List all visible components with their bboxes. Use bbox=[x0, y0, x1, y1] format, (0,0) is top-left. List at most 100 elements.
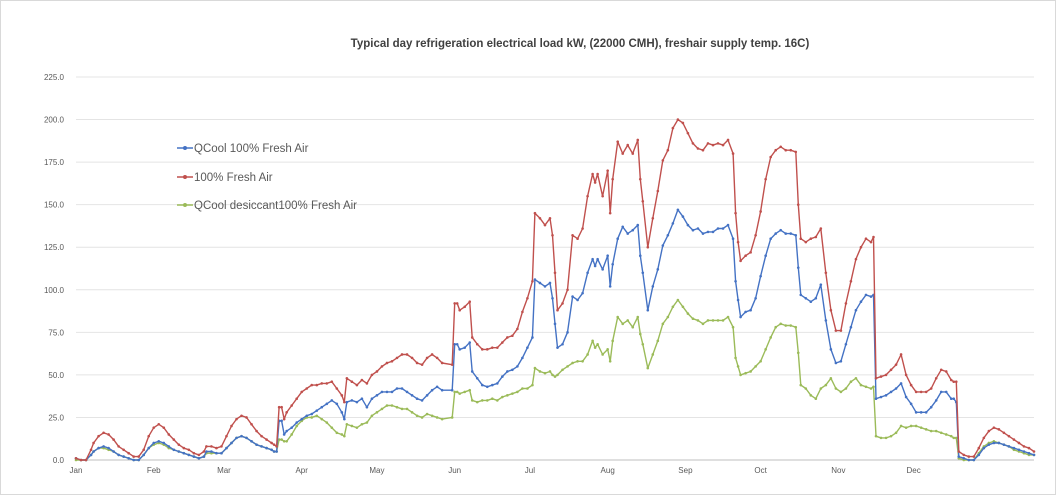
data-point bbox=[210, 450, 213, 453]
data-point bbox=[949, 378, 953, 382]
data-point bbox=[716, 319, 720, 322]
data-point bbox=[265, 438, 268, 441]
legend-label: QCool desiccant100% Fresh Air bbox=[194, 200, 357, 212]
data-point bbox=[566, 331, 569, 334]
data-point bbox=[872, 385, 875, 389]
data-point bbox=[962, 453, 966, 457]
data-point bbox=[894, 431, 898, 435]
data-point bbox=[769, 336, 772, 339]
data-point bbox=[548, 370, 552, 373]
data-point bbox=[285, 411, 288, 414]
data-point bbox=[744, 371, 747, 375]
data-point bbox=[889, 390, 893, 394]
data-point bbox=[325, 402, 329, 406]
data-point bbox=[152, 426, 156, 429]
data-point bbox=[859, 300, 863, 303]
data-point bbox=[1032, 453, 1036, 457]
data-point bbox=[646, 245, 650, 249]
data-point bbox=[949, 397, 953, 401]
data-point bbox=[97, 434, 100, 438]
data-point bbox=[167, 445, 171, 448]
data-point bbox=[282, 439, 286, 443]
data-point bbox=[957, 455, 961, 458]
data-point bbox=[491, 397, 494, 401]
data-point bbox=[543, 223, 547, 227]
data-point bbox=[734, 211, 737, 215]
data-point bbox=[330, 426, 334, 429]
data-point bbox=[641, 271, 645, 275]
data-point bbox=[744, 310, 747, 314]
data-point bbox=[468, 300, 472, 303]
data-point bbox=[839, 329, 843, 332]
data-point bbox=[187, 453, 191, 457]
legend: QCool 100% Fresh Air 100% Fresh Air QCool … bbox=[177, 143, 357, 212]
data-point bbox=[561, 368, 564, 372]
data-point bbox=[463, 346, 467, 349]
data-point bbox=[295, 424, 298, 428]
data-point bbox=[774, 232, 777, 235]
data-point bbox=[726, 138, 730, 142]
data-point bbox=[954, 436, 958, 440]
data-point bbox=[506, 336, 509, 339]
data-point bbox=[794, 234, 798, 237]
data-point bbox=[340, 433, 344, 436]
data-point bbox=[375, 411, 379, 414]
data-point bbox=[475, 376, 479, 380]
x-tick-label: Aug bbox=[601, 466, 615, 475]
data-point bbox=[395, 356, 399, 360]
data-point bbox=[112, 450, 115, 453]
data-point bbox=[982, 446, 986, 450]
data-point bbox=[686, 312, 690, 315]
data-point bbox=[671, 126, 675, 130]
data-point bbox=[799, 293, 803, 297]
data-point bbox=[205, 445, 208, 448]
data-point bbox=[721, 143, 725, 147]
data-point bbox=[691, 228, 695, 232]
data-point bbox=[250, 439, 253, 443]
data-point bbox=[355, 400, 359, 404]
data-point bbox=[576, 237, 579, 241]
data-point bbox=[192, 455, 196, 458]
data-point bbox=[899, 382, 903, 385]
data-point bbox=[74, 456, 78, 460]
data-point bbox=[601, 194, 604, 198]
data-point bbox=[809, 394, 813, 397]
data-point bbox=[706, 319, 710, 322]
data-point bbox=[681, 121, 685, 125]
y-tick-label: 175.0 bbox=[44, 158, 65, 167]
data-point bbox=[616, 140, 619, 143]
data-point bbox=[425, 356, 429, 360]
data-point bbox=[543, 285, 547, 288]
data-point bbox=[1022, 445, 1026, 448]
data-point bbox=[869, 240, 873, 244]
data-point bbox=[621, 225, 625, 229]
data-point bbox=[879, 395, 883, 399]
data-point bbox=[405, 407, 409, 411]
data-point bbox=[586, 353, 589, 356]
data-point bbox=[440, 417, 444, 421]
data-point bbox=[533, 278, 537, 281]
data-point bbox=[132, 455, 135, 458]
data-point bbox=[819, 387, 823, 390]
data-point bbox=[626, 232, 630, 235]
data-point bbox=[939, 368, 943, 372]
data-point bbox=[340, 394, 344, 397]
data-point bbox=[606, 169, 609, 172]
data-point bbox=[731, 237, 735, 241]
data-point bbox=[275, 445, 278, 448]
data-point bbox=[102, 431, 105, 435]
data-point bbox=[370, 373, 374, 377]
data-point bbox=[929, 387, 933, 390]
data-point bbox=[696, 319, 700, 322]
data-point bbox=[834, 329, 838, 332]
data-point bbox=[202, 455, 206, 458]
data-point bbox=[501, 341, 504, 344]
data-point bbox=[671, 222, 675, 225]
y-tick-label: 200.0 bbox=[44, 116, 65, 125]
data-point bbox=[608, 211, 612, 215]
data-point bbox=[450, 388, 454, 392]
data-point bbox=[804, 387, 808, 390]
data-point bbox=[661, 322, 665, 326]
legend-item: 100% Fresh Air bbox=[177, 172, 273, 184]
data-point bbox=[330, 380, 334, 383]
